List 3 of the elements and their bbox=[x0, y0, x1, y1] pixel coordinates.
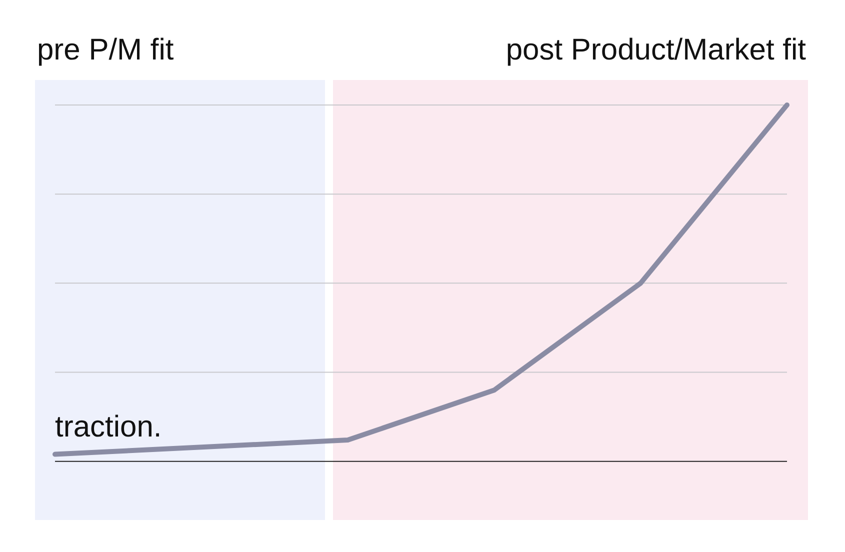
text: pre P/M fit bbox=[37, 33, 174, 66]
annotation: traction. bbox=[55, 410, 162, 444]
text: post Product/Market fit bbox=[506, 33, 807, 66]
